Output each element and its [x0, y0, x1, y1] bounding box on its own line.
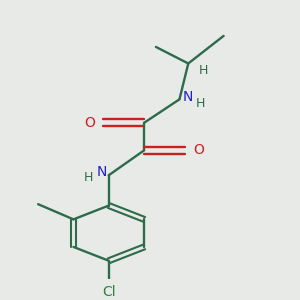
Text: O: O	[193, 143, 204, 158]
Text: H: H	[84, 172, 93, 184]
Text: H: H	[196, 97, 205, 110]
Text: Cl: Cl	[102, 286, 116, 299]
Text: N: N	[183, 90, 194, 104]
Text: H: H	[198, 64, 208, 77]
Text: O: O	[84, 116, 95, 130]
Text: N: N	[96, 166, 106, 179]
